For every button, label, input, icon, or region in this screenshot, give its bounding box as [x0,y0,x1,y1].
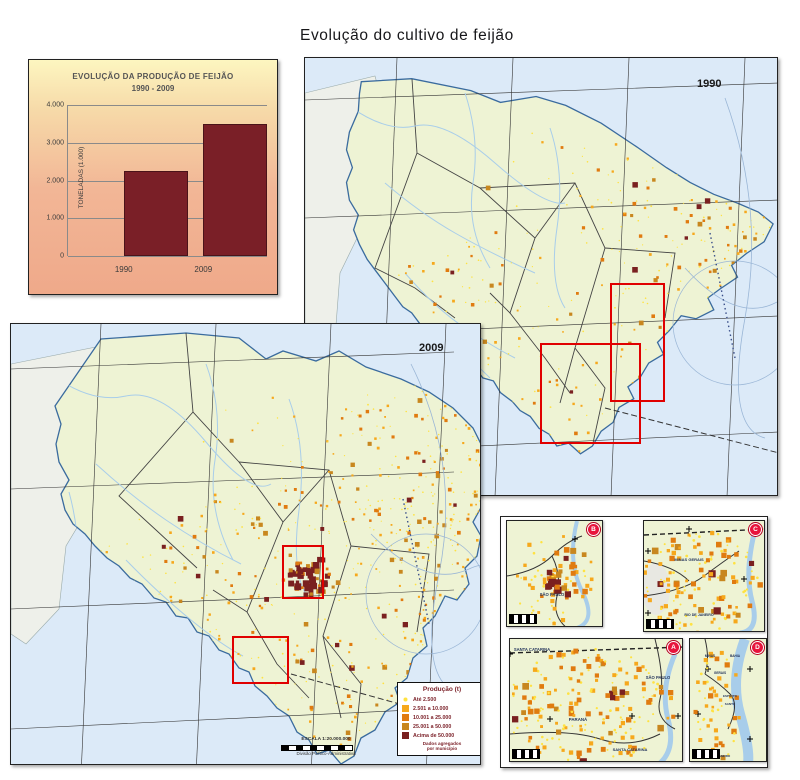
svg-text:SANTO: SANTO [725,702,736,706]
svg-text:SÃO PAULO: SÃO PAULO [646,675,671,680]
svg-text:SÃO PAULO: SÃO PAULO [540,592,565,597]
svg-text:MINAS GERAIS: MINAS GERAIS [674,557,704,562]
svg-text:ESPIRITO: ESPIRITO [723,694,738,698]
svg-text:GERAIS: GERAIS [714,671,726,675]
svg-text:PARANÁ: PARANÁ [569,717,588,722]
svg-text:SANTA CATARINA: SANTA CATARINA [613,747,648,752]
svg-text:BAHIA: BAHIA [730,654,741,658]
svg-text:MINAS: MINAS [705,654,715,658]
svg-text:RIO DE JANEIRO: RIO DE JANEIRO [684,613,714,617]
svg-text:SANTA CATARINA: SANTA CATARINA [514,647,550,652]
